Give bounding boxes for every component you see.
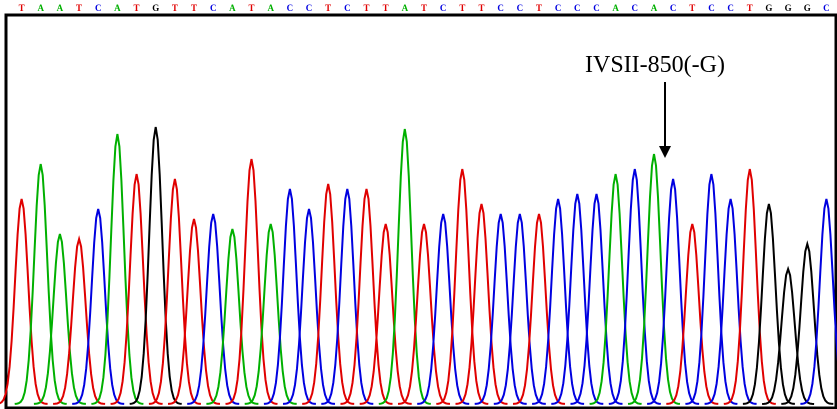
trace-peak [781,244,833,404]
base-call: C [555,3,562,13]
trace-peak [379,129,431,404]
base-call: G [765,3,772,13]
trace-peak [283,209,335,404]
trace-peak [34,234,86,404]
arrow-head [659,146,671,158]
base-call: C [287,3,294,13]
trace-peak [743,204,795,404]
base-call: T [172,3,178,13]
trace-peak [590,174,642,404]
base-call: C [823,3,830,13]
base-call: C [497,3,504,13]
trace-peak [72,209,124,404]
base-call: T [689,3,695,13]
base-call: T [747,3,753,13]
base-call: C [440,3,447,13]
trace-peak [762,269,814,404]
base-call: T [19,3,25,13]
trace-peak [341,189,393,404]
trace-peak [168,219,220,404]
trace-peak [360,224,412,404]
trace-peak [417,214,469,404]
base-call: A [229,3,236,13]
trace-peak [609,169,661,404]
trace-peak [666,224,718,404]
trace-peak [456,204,508,404]
trace-peak [245,224,297,404]
trace-peak [206,229,258,404]
base-call: C [708,3,715,13]
base-call: T [325,3,331,13]
trace-peak [494,214,546,404]
base-call: T [536,3,542,13]
trace-peak [532,199,584,404]
trace-peak [187,214,239,404]
base-call: C [95,3,102,13]
base-call: T [364,3,370,13]
trace-peak [53,239,105,404]
base-call: T [421,3,427,13]
trace-peak [130,127,182,404]
base-call: A [612,3,619,13]
trace-peak [226,159,278,404]
trace-peak [551,194,603,404]
base-call: A [267,3,274,13]
base-call: G [152,3,159,13]
base-call: A [402,3,409,13]
base-call: A [57,3,64,13]
base-call: T [459,3,465,13]
base-call: T [249,3,255,13]
trace-peak [264,189,316,404]
trace-peak [571,194,623,404]
base-call: C [574,3,581,13]
base-call: C [210,3,217,13]
base-call: G [804,3,811,13]
trace-peak [321,189,373,404]
base-call: C [344,3,351,13]
base-call: G [785,3,792,13]
base-call: C [517,3,524,13]
trace-peak [647,179,699,404]
base-call: T [76,3,82,13]
base-call: A [37,3,44,13]
base-call: A [114,3,121,13]
base-call: A [651,3,658,13]
base-call: T [134,3,140,13]
base-call: C [632,3,639,13]
trace-peak [149,179,201,404]
trace-peak [475,214,527,404]
base-call: T [478,3,484,13]
base-call: C [306,3,313,13]
trace-peak [628,154,680,404]
trace-peak [398,224,450,404]
base-call: C [727,3,734,13]
trace-peak [705,199,757,404]
trace-peak [111,174,163,404]
mutation-label: IVSII-850(-G) [585,52,725,78]
base-call: T [383,3,389,13]
base-call: C [593,3,600,13]
trace-peak [513,214,565,404]
base-call: T [191,3,197,13]
base-call: C [670,3,677,13]
chromatogram: IVSII-850(-G) T A A T C A T G T T C A T A C C T C T T A T C T T C… [0,0,837,409]
